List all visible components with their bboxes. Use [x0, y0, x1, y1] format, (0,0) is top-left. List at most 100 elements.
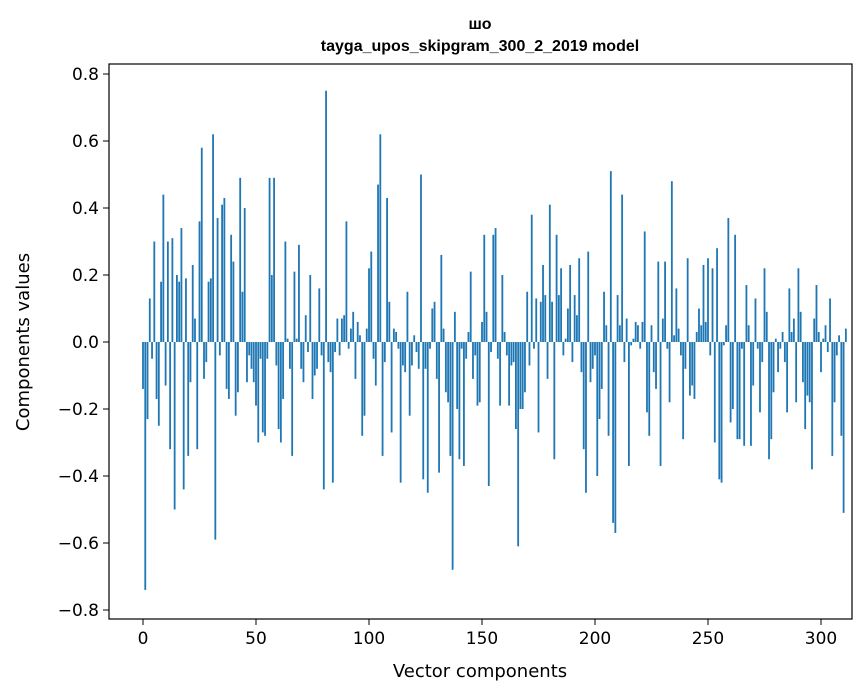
- y-axis-ticks: −0.8 −0.6 −0.4 −0.2 0.0 0.2 0.4 0.6 0.8: [58, 65, 109, 621]
- bar-298: [815, 285, 818, 342]
- bar-113: [397, 342, 400, 349]
- bar-67: [293, 271, 296, 342]
- x-tick-label: 300: [805, 629, 837, 649]
- bar-305: [831, 342, 834, 456]
- bar-175: [537, 342, 540, 433]
- bar-130: [435, 342, 438, 379]
- bar-281: [777, 342, 779, 373]
- bar-205: [605, 325, 608, 342]
- bar-14: [173, 342, 176, 510]
- bar-104: [377, 184, 379, 342]
- y-tick-label: 0.8: [72, 65, 99, 85]
- bar-163: [510, 342, 513, 366]
- bar-0: [142, 342, 144, 389]
- bar-88: [340, 318, 343, 342]
- bar-91: [347, 342, 350, 349]
- bar-34: [218, 342, 221, 356]
- bar-36: [223, 197, 226, 342]
- bar-106: [381, 342, 384, 456]
- bar-235: [673, 335, 676, 342]
- bar-190: [571, 342, 574, 363]
- bar-176: [539, 301, 542, 342]
- bar-265: [741, 342, 743, 349]
- bar-162: [508, 342, 511, 406]
- bar-173: [533, 342, 535, 349]
- bar-20: [187, 342, 190, 456]
- bar-208: [612, 342, 614, 523]
- bar-58: [273, 177, 275, 342]
- bar-26: [200, 147, 203, 342]
- bar-101: [370, 251, 373, 342]
- bar-241: [686, 258, 689, 342]
- bar-23: [194, 318, 196, 342]
- bar-179: [546, 342, 549, 379]
- bar-9: [162, 194, 165, 342]
- bar-293: [804, 342, 807, 430]
- bar-13: [171, 238, 174, 342]
- bar-55: [266, 342, 269, 359]
- bar-272: [756, 342, 759, 349]
- bar-198: [589, 342, 592, 383]
- bar-68: [295, 338, 298, 342]
- bar-8: [160, 281, 162, 342]
- y-tick-label: −0.8: [58, 601, 99, 621]
- bars-group: [142, 90, 847, 590]
- bar-43: [239, 177, 242, 342]
- bar-174: [535, 298, 538, 342]
- bar-308: [838, 335, 840, 342]
- bar-213: [623, 342, 626, 363]
- bar-194: [580, 342, 583, 373]
- bar-183: [555, 234, 558, 342]
- bar-277: [768, 342, 770, 460]
- bar-264: [738, 342, 741, 440]
- bar-290: [797, 268, 800, 342]
- bar-260: [729, 342, 732, 423]
- bar-69: [298, 244, 300, 342]
- bar-257: [722, 342, 725, 346]
- bar-231: [664, 261, 666, 342]
- bar-296: [811, 342, 813, 470]
- bar-188: [566, 308, 569, 342]
- bar-97: [361, 342, 364, 436]
- bar-232: [666, 342, 669, 349]
- bar-226: [652, 342, 655, 373]
- bar-156: [494, 228, 497, 342]
- bar-178: [544, 295, 547, 342]
- bar-164: [512, 342, 515, 363]
- bar-3: [148, 298, 151, 342]
- bar-129: [433, 301, 436, 342]
- bar-29: [207, 281, 210, 342]
- bar-299: [817, 331, 820, 342]
- bar-94: [354, 342, 357, 379]
- bar-158: [499, 342, 501, 406]
- bar-77: [316, 342, 318, 369]
- bar-309: [840, 342, 843, 436]
- bar-300: [820, 342, 822, 373]
- bar-41: [234, 342, 237, 416]
- bar-274: [761, 342, 764, 363]
- bar-253: [713, 342, 716, 443]
- bar-151: [483, 234, 486, 342]
- bar-135: [447, 342, 450, 403]
- bar-49: [252, 342, 255, 383]
- bar-74: [309, 275, 312, 342]
- bar-51: [257, 342, 260, 443]
- x-tick-label: 100: [353, 629, 385, 649]
- bar-54: [264, 342, 266, 436]
- bar-71: [302, 342, 305, 383]
- bar-128: [431, 308, 434, 342]
- bar-22: [191, 264, 194, 342]
- bar-270: [752, 342, 755, 386]
- bar-215: [628, 342, 630, 466]
- bar-262: [734, 234, 737, 342]
- bar-61: [279, 342, 282, 443]
- bar-87: [338, 342, 341, 356]
- x-tick-label: 200: [579, 629, 611, 649]
- bar-233: [668, 342, 671, 403]
- bar-60: [277, 342, 280, 430]
- bar-169: [524, 342, 526, 393]
- chart-title-line1: шо: [468, 16, 491, 33]
- bar-149: [478, 342, 481, 403]
- bar-4: [151, 342, 153, 359]
- bar-16: [178, 281, 181, 342]
